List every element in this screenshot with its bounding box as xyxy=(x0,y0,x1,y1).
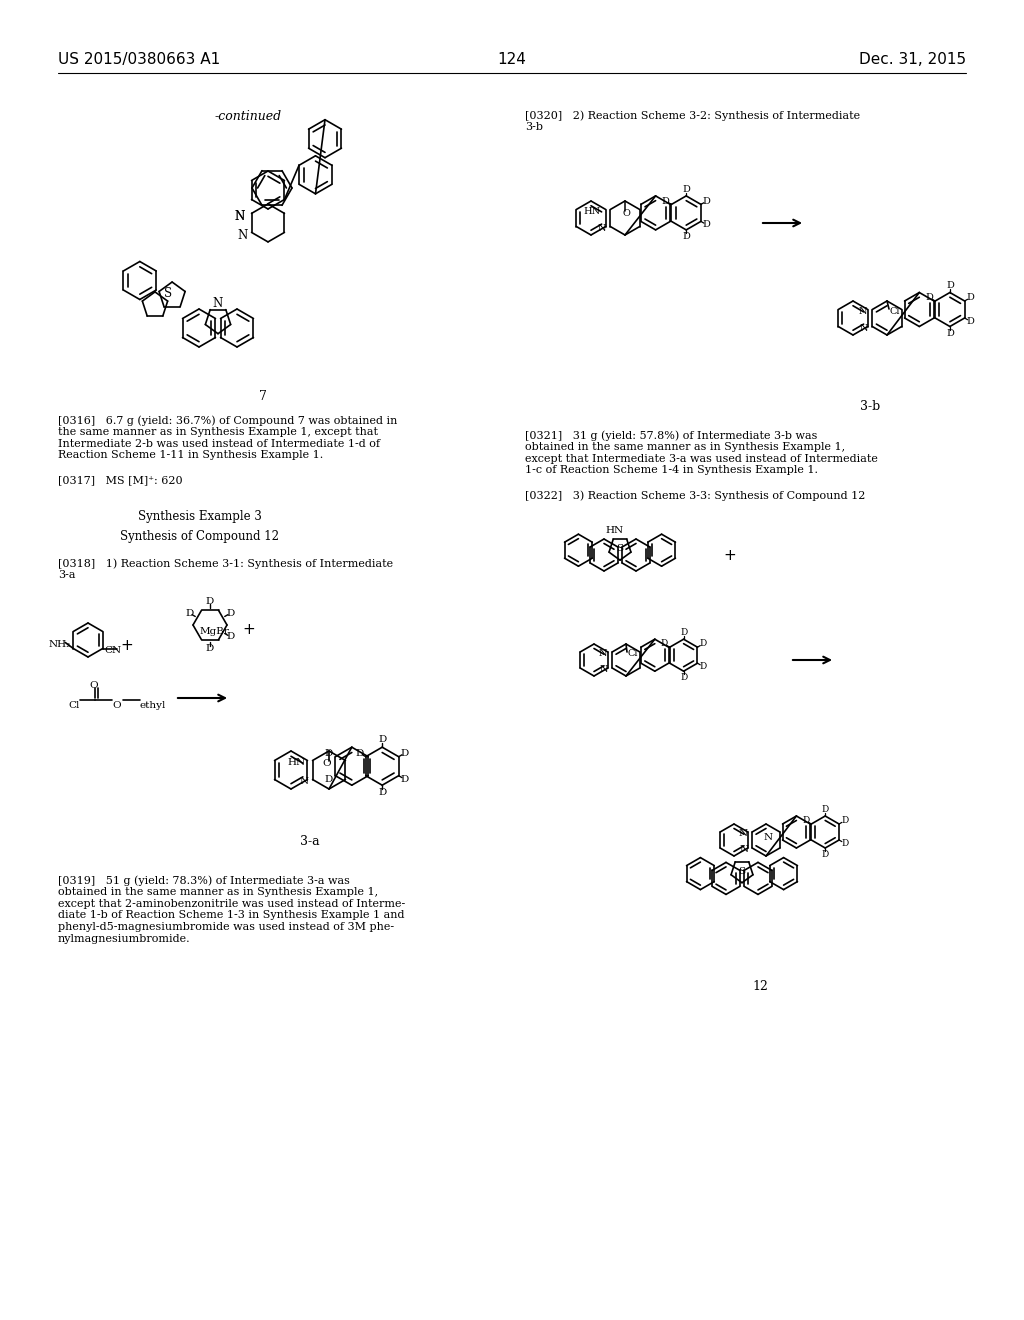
Text: D: D xyxy=(325,748,333,758)
Text: N: N xyxy=(234,210,245,223)
Text: 3-a: 3-a xyxy=(300,836,319,847)
Text: US 2015/0380663 A1: US 2015/0380663 A1 xyxy=(58,51,220,67)
Text: D: D xyxy=(660,639,668,648)
Text: D: D xyxy=(680,673,687,682)
Text: -continued: -continued xyxy=(215,110,283,123)
Text: N: N xyxy=(764,833,772,842)
Text: N: N xyxy=(860,323,868,333)
Text: 12: 12 xyxy=(752,979,768,993)
Text: N: N xyxy=(598,224,606,234)
Text: Cl: Cl xyxy=(628,649,639,659)
Text: NH₂: NH₂ xyxy=(48,640,71,649)
Text: N: N xyxy=(738,829,748,838)
Text: [0317]   MS [M]⁺: 620: [0317] MS [M]⁺: 620 xyxy=(58,475,182,484)
Text: D: D xyxy=(702,197,711,206)
Text: 7: 7 xyxy=(259,389,267,403)
Text: D: D xyxy=(946,281,953,290)
Text: D: D xyxy=(206,644,214,653)
Text: Dec. 31, 2015: Dec. 31, 2015 xyxy=(859,51,966,67)
Text: HN: HN xyxy=(288,758,305,767)
Text: [0322]   3) Reaction Scheme 3-3: Synthesis of Compound 12: [0322] 3) Reaction Scheme 3-3: Synthesis… xyxy=(525,490,865,500)
Text: [0316]   6.7 g (yield: 36.7%) of Compound 7 was obtained in
the same manner as i: [0316] 6.7 g (yield: 36.7%) of Compound … xyxy=(58,414,397,461)
Text: D: D xyxy=(702,220,711,230)
Text: S: S xyxy=(738,867,745,875)
Text: D: D xyxy=(355,748,364,758)
Text: O: O xyxy=(112,701,121,710)
Text: +: + xyxy=(724,548,736,562)
Text: 124: 124 xyxy=(498,51,526,67)
Text: D: D xyxy=(802,816,809,825)
Text: D: D xyxy=(226,632,234,642)
Text: N: N xyxy=(238,228,248,242)
Text: D: D xyxy=(821,850,828,859)
Text: D: D xyxy=(699,639,707,648)
Text: S: S xyxy=(616,544,624,553)
Text: D: D xyxy=(682,232,690,242)
Text: D: D xyxy=(967,317,975,326)
Text: ethyl: ethyl xyxy=(140,701,166,710)
Text: S: S xyxy=(164,288,172,300)
Text: D: D xyxy=(946,329,953,338)
Text: 3-b: 3-b xyxy=(860,400,880,413)
Text: D: D xyxy=(226,609,234,618)
Text: D: D xyxy=(841,816,848,825)
Text: D: D xyxy=(926,293,933,302)
Text: D: D xyxy=(699,661,707,671)
Text: N: N xyxy=(234,210,245,223)
Text: D: D xyxy=(325,775,333,784)
Text: Cl: Cl xyxy=(890,306,900,315)
Text: [0318]   1) Reaction Scheme 3-1: Synthesis of Intermediate
3-a: [0318] 1) Reaction Scheme 3-1: Synthesis… xyxy=(58,558,393,581)
Text: N: N xyxy=(300,777,309,785)
Text: N: N xyxy=(599,649,607,659)
Text: D: D xyxy=(400,775,409,784)
Text: Synthesis Example 3: Synthesis Example 3 xyxy=(138,510,262,523)
Text: D: D xyxy=(821,805,828,814)
Text: N: N xyxy=(600,665,608,675)
Text: Synthesis of Compound 12: Synthesis of Compound 12 xyxy=(121,531,280,543)
Text: MgBr: MgBr xyxy=(200,627,229,636)
Text: [0321]   31 g (yield: 57.8%) of Intermediate 3-b was
obtained in the same manner: [0321] 31 g (yield: 57.8%) of Intermedia… xyxy=(525,430,878,475)
Text: D: D xyxy=(185,609,194,618)
Text: D: D xyxy=(841,838,848,847)
Text: N: N xyxy=(739,846,749,854)
Text: D: D xyxy=(680,628,687,638)
Text: D: D xyxy=(662,197,670,206)
Text: +: + xyxy=(121,638,133,652)
Text: HN: HN xyxy=(606,525,624,535)
Text: D: D xyxy=(400,748,409,758)
Text: [0319]   51 g (yield: 78.3%) of Intermediate 3-a was
obtained in the same manner: [0319] 51 g (yield: 78.3%) of Intermedia… xyxy=(58,875,406,944)
Text: +: + xyxy=(243,623,255,638)
Text: O: O xyxy=(323,759,332,767)
Text: HN: HN xyxy=(584,207,601,216)
Text: N: N xyxy=(213,297,223,310)
Text: O: O xyxy=(622,209,630,218)
Text: O: O xyxy=(90,681,98,690)
Text: D: D xyxy=(378,788,386,797)
Text: [0320]   2) Reaction Scheme 3-2: Synthesis of Intermediate
3-b: [0320] 2) Reaction Scheme 3-2: Synthesis… xyxy=(525,110,860,132)
Text: D: D xyxy=(967,293,975,302)
Text: N: N xyxy=(859,308,867,315)
Text: Cl: Cl xyxy=(68,701,80,710)
Text: D: D xyxy=(682,185,690,194)
Text: D: D xyxy=(206,597,214,606)
Text: D: D xyxy=(378,735,386,744)
Text: CN: CN xyxy=(104,645,122,655)
